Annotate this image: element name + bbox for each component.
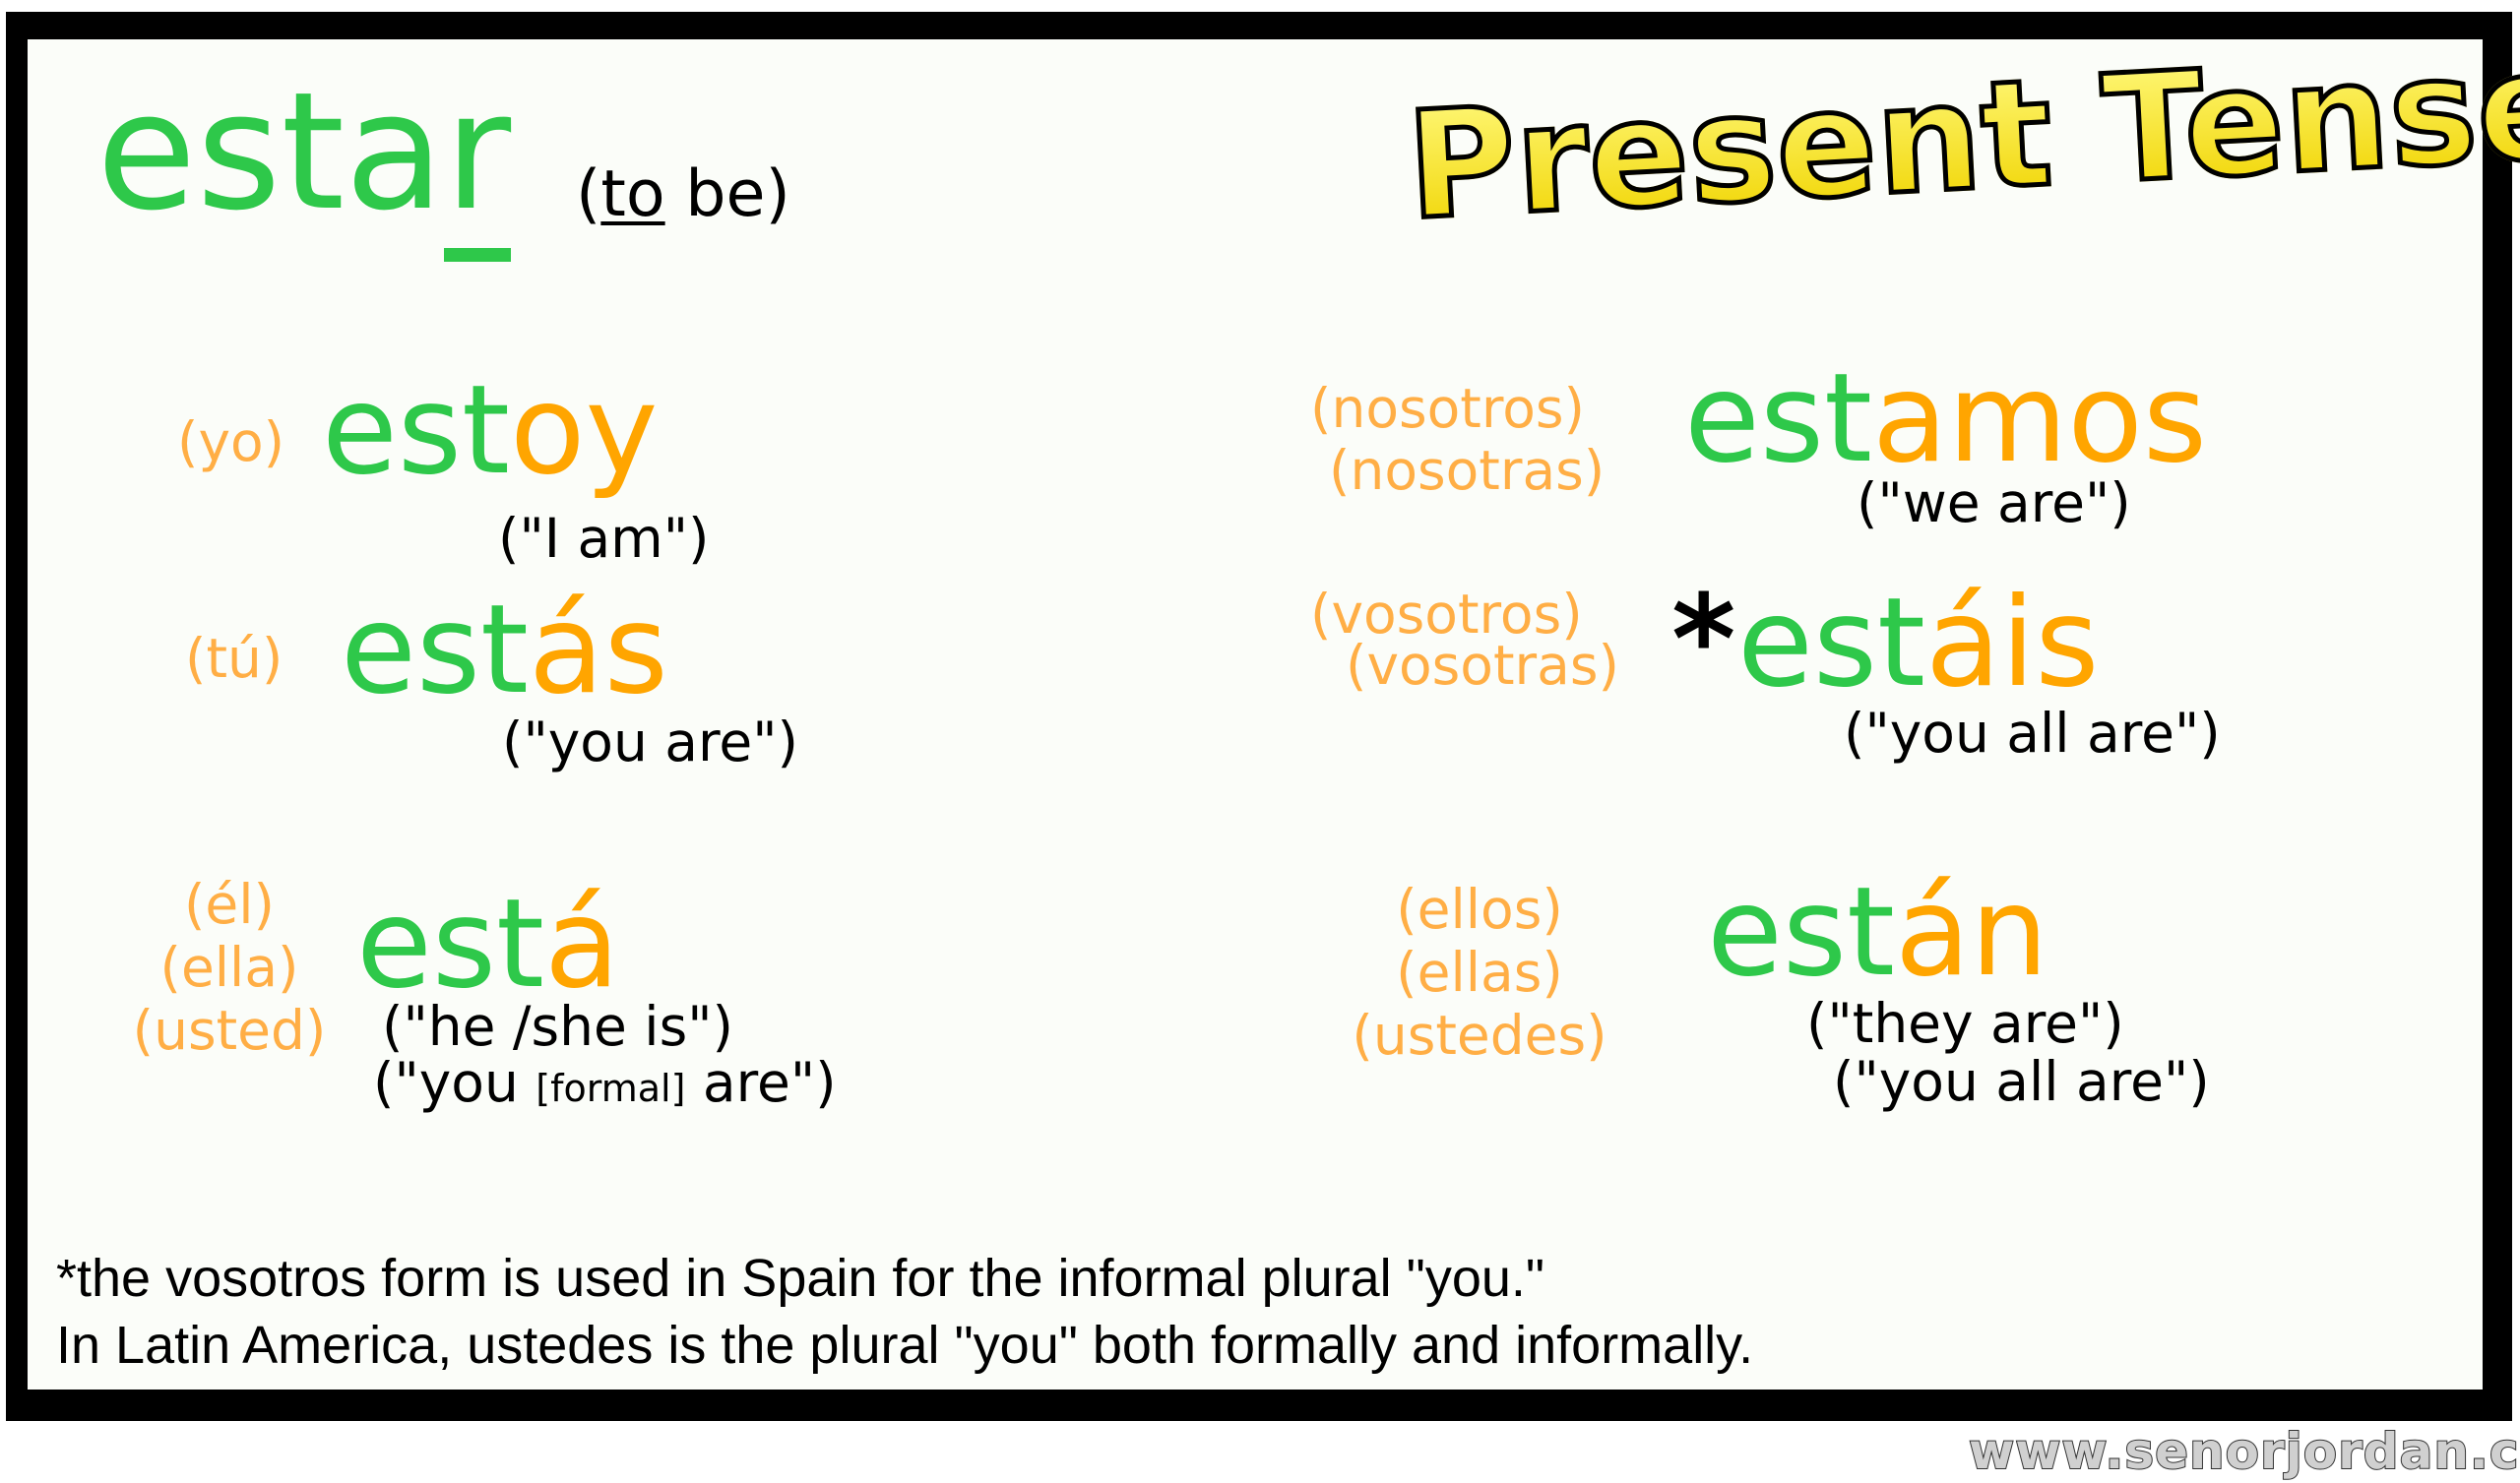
watermark-logo: www.senorjordan.com [1968, 1423, 2520, 1480]
infinitive-meaning: (to be) [576, 162, 790, 226]
verb-esta: está [356, 883, 620, 1006]
verb-stem: est [341, 579, 530, 721]
asterisk-mark: * [1671, 569, 1736, 711]
pronoun-ellos: (ellos) [1396, 878, 1563, 941]
verb-estamos: estamos [1684, 357, 2207, 480]
pronoun-el: (él) [183, 873, 276, 936]
verb-stem: est [356, 873, 545, 1016]
verb-stem: est [322, 359, 511, 502]
translation-part: are") [685, 1051, 837, 1114]
meaning-rest: be) [664, 157, 790, 231]
verb-ending: amos [1872, 347, 2208, 490]
verb-ending: ás [529, 579, 668, 721]
pronoun-yo: (yo) [177, 410, 285, 473]
verb-stem: est [1737, 572, 1926, 714]
pronoun-ellas: (ellas) [1396, 941, 1563, 1004]
pronoun-tu: (tú) [185, 627, 284, 690]
infinitive-title: estar [96, 57, 512, 262]
verb-estoy: estoy [322, 369, 659, 492]
paren: ( [576, 157, 601, 231]
infinitive-ending: r [444, 57, 512, 262]
pronoun-nosotras: (nosotras) [1329, 439, 1606, 502]
pronoun-usted: (usted) [132, 999, 327, 1062]
pronouns-ellos-ellas-ustedes: (ellos) (ellas) (ustedes) [1342, 878, 1617, 1067]
formal-note: [formal] [536, 1067, 686, 1110]
verb-ending: án [1895, 861, 2048, 1004]
verb-ending: á [544, 873, 620, 1016]
slide-background [28, 39, 2483, 1390]
translation-ustedes: ("you all are") [1833, 1050, 2210, 1113]
verb-stem: est [1684, 347, 1873, 490]
footnote-line-2: In Latin America, ustedes is the plural … [56, 1316, 1754, 1375]
pronoun-vosotras: (vosotras) [1346, 634, 1619, 697]
pronoun-vosotros: (vosotros) [1310, 583, 1583, 646]
verb-estas: estás [341, 588, 668, 711]
translation-tu: ("you are") [502, 711, 798, 773]
pronouns-el-ella-usted: (él) (ella) (usted) [121, 873, 338, 1062]
verb-estan: están [1707, 871, 2048, 994]
translation-vosotros: ("you all are") [1844, 702, 2221, 765]
translation-part: ("you [373, 1051, 536, 1114]
verb-ending: áis [1925, 572, 2100, 714]
verb-stem: est [1707, 861, 1896, 1004]
meaning-to: to [600, 157, 665, 231]
translation-ellos: ("they are") [1806, 992, 2124, 1055]
infinitive-stem: esta [96, 57, 445, 246]
translation-el: ("he /she is") [382, 995, 733, 1058]
translation-yo: ("I am") [498, 507, 710, 570]
verb-estais: estáis [1737, 582, 2100, 705]
footnote-line-1: *the vosotros form is used in Spain for … [56, 1249, 1545, 1308]
pronoun-ustedes: (ustedes) [1352, 1004, 1607, 1067]
translation-nosotros: ("we are") [1857, 471, 2131, 534]
translation-usted: ("you [formal] are") [373, 1056, 837, 1110]
verb-ending: oy [510, 359, 659, 502]
pronoun-ella: (ella) [159, 936, 299, 999]
pronoun-nosotros: (nosotros) [1310, 377, 1586, 440]
